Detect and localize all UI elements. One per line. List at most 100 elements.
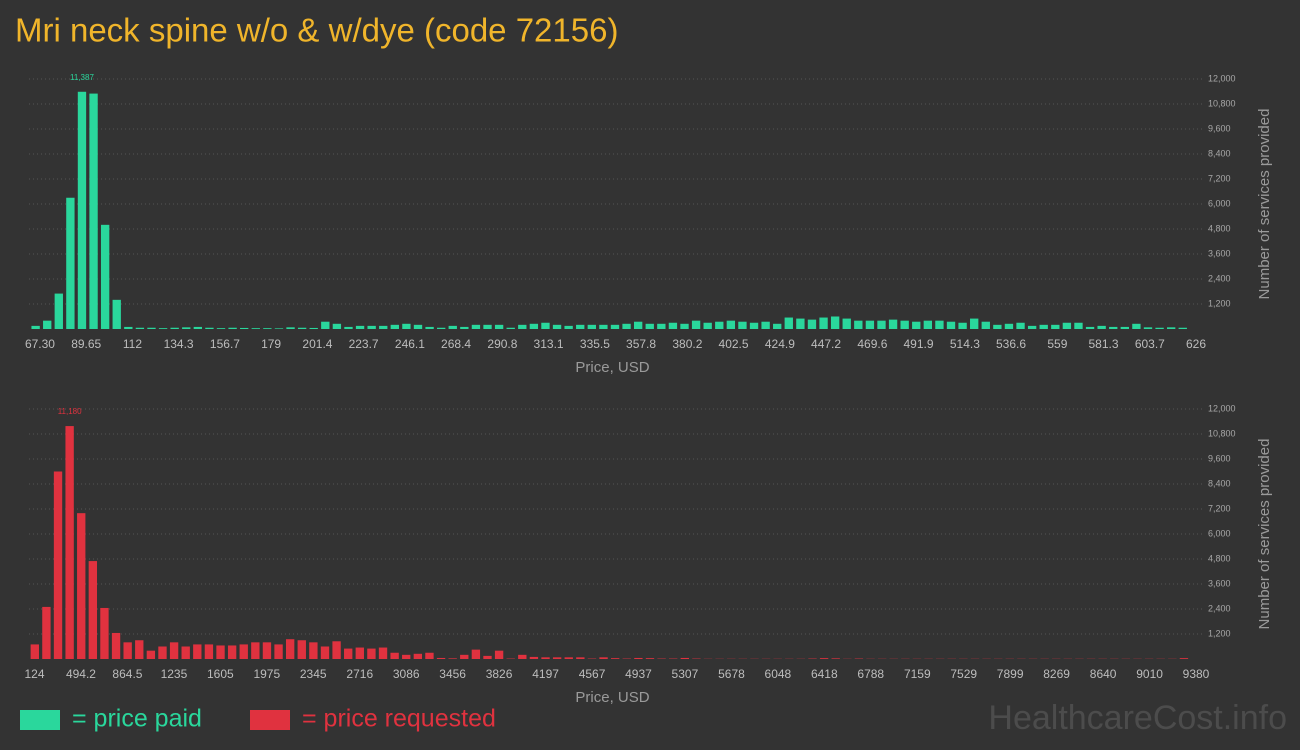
legend-swatch	[20, 710, 60, 730]
bar	[182, 327, 191, 329]
bar	[158, 646, 167, 659]
bar	[239, 644, 248, 659]
bar	[285, 639, 295, 659]
bar	[1120, 326, 1129, 329]
bar	[738, 321, 747, 329]
x-tick-label: 469.6	[857, 337, 887, 351]
bar	[425, 326, 434, 329]
x-tick-label: 8269	[1043, 667, 1070, 681]
bar	[773, 323, 782, 329]
x-tick-label: 514.3	[950, 337, 980, 351]
x-tick-label: 9380	[1183, 667, 1210, 681]
bar	[865, 320, 875, 329]
bar	[564, 325, 573, 329]
x-tick-label: 335.5	[580, 337, 610, 351]
bar	[460, 326, 469, 329]
x-tick-label: 1975	[253, 667, 280, 681]
x-tick-label: 7529	[950, 667, 977, 681]
bar	[402, 654, 411, 659]
bar	[436, 657, 446, 659]
bar	[367, 325, 376, 329]
x-tick-label: 156.7	[210, 337, 240, 351]
bar	[216, 645, 225, 659]
x-tick-label: 3086	[393, 667, 420, 681]
legend-swatch	[250, 710, 290, 730]
bar	[1051, 324, 1060, 329]
x-tick-label: 536.6	[996, 337, 1026, 351]
y-tick-label: 12,000	[1208, 73, 1236, 83]
bar	[518, 324, 527, 329]
bar	[576, 657, 585, 659]
bar	[691, 320, 701, 329]
bar	[784, 317, 793, 329]
x-tick-label: 559	[1047, 337, 1067, 351]
x-tick-label: 581.3	[1088, 337, 1118, 351]
x-tick-label: 223.7	[349, 337, 379, 351]
x-tick-label: 380.2	[672, 337, 702, 351]
bar	[390, 652, 399, 659]
y-tick-label: 8,400	[1208, 148, 1231, 158]
bar	[923, 320, 933, 329]
y-tick-label: 3,600	[1208, 578, 1231, 588]
x-tick-label: 491.9	[904, 337, 934, 351]
x-tick-label: 67.30	[25, 337, 55, 351]
x-tick-label: 3456	[439, 667, 466, 681]
bar	[169, 642, 179, 659]
bar	[88, 561, 98, 659]
bar	[297, 327, 307, 329]
value-label: 11,180	[58, 407, 82, 416]
x-tick-label: 134.3	[164, 337, 194, 351]
bar	[286, 327, 295, 329]
value-label: 11,387	[70, 73, 94, 82]
x-tick-label: 424.9	[765, 337, 795, 351]
bar	[448, 658, 457, 659]
bar	[830, 316, 840, 329]
bar	[749, 322, 759, 329]
bar	[425, 652, 434, 659]
x-tick-label: 268.4	[441, 337, 471, 351]
bar	[1143, 327, 1153, 329]
x-tick-label: 494.2	[66, 667, 96, 681]
x-tick-label: 179	[261, 337, 281, 351]
bar	[42, 606, 51, 659]
bar	[1039, 324, 1048, 329]
bar	[181, 646, 190, 659]
bar	[413, 653, 423, 659]
bar	[263, 328, 272, 329]
y-tick-label: 8,400	[1208, 478, 1231, 488]
bar	[842, 318, 851, 329]
y-tick-label: 6,000	[1208, 528, 1231, 538]
x-tick-label: 7899	[997, 667, 1024, 681]
bar	[912, 321, 921, 329]
y-tick-label: 4,800	[1208, 223, 1231, 233]
y-tick-label: 3,600	[1208, 248, 1231, 258]
bar	[668, 322, 678, 329]
x-tick-label: 9010	[1136, 667, 1163, 681]
bar	[390, 324, 399, 329]
x-tick-label: 89.65	[71, 337, 101, 351]
bar	[483, 324, 492, 329]
bar	[53, 471, 63, 659]
bar	[89, 93, 98, 329]
bar	[216, 328, 226, 329]
x-tick-label: 357.8	[626, 337, 656, 351]
bar	[274, 644, 283, 659]
bar	[680, 657, 689, 659]
bar	[819, 317, 828, 329]
bar	[111, 632, 121, 659]
y-tick-label: 9,600	[1208, 123, 1231, 133]
y-axis-title: Number of services provided	[1256, 109, 1273, 300]
x-tick-label: 4197	[532, 667, 559, 681]
x-tick-label: 4937	[625, 667, 652, 681]
bar	[494, 650, 504, 659]
bar	[645, 658, 655, 659]
bar	[309, 642, 318, 659]
bar	[344, 648, 353, 659]
bar	[309, 327, 318, 329]
bar	[355, 325, 365, 329]
bar	[402, 323, 411, 329]
x-tick-label: 246.1	[395, 337, 425, 351]
bar	[170, 327, 179, 329]
x-tick-label: 6048	[765, 667, 792, 681]
